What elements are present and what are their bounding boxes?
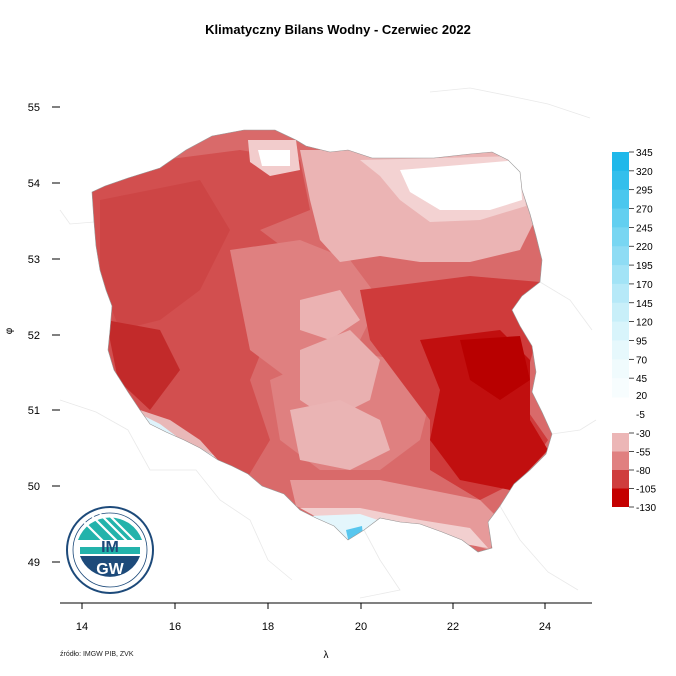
legend-label-neutral: -5 [636,410,645,421]
y-tick-label: 49 [28,557,40,569]
legend-negative-scale: -30 -55 -80 -105 -130 [612,429,656,514]
y-tick-label: 53 [28,254,40,266]
legend-swatch [612,340,629,360]
legend-label: 195 [636,261,653,272]
legend-swatch [612,433,629,452]
x-tick-label: 14 [76,621,88,633]
map-title: Klimatyczny Bilans Wodny - Czerwiec 2022 [205,22,471,37]
legend-label: -55 [636,448,651,459]
x-tick-label: 16 [169,621,181,633]
legend-swatch [612,189,629,210]
legend-label: 70 [636,355,648,366]
legend-swatch [612,227,629,247]
y-axis [52,106,60,563]
legend-swatch [612,321,629,341]
legend-label: 295 [636,186,653,197]
legend-label: 320 [636,167,653,178]
legend-swatch [612,359,629,379]
imgw-logo: IM GW [66,506,154,594]
source-note: źródło: IMGW PIB, ZVK [60,651,134,658]
legend-swatch [612,283,629,304]
legend-label: -80 [636,466,651,477]
legend-label: -130 [636,503,656,514]
legend-label: 120 [636,318,653,329]
x-tick-label: 24 [539,621,551,633]
y-tick-label: 52 [28,330,40,342]
legend-label: 45 [636,374,648,385]
x-tick-label: 18 [262,621,274,633]
legend-swatch [612,488,629,507]
y-axis-title: φ [4,327,15,334]
legend-swatch [612,246,629,266]
svg-text:IM: IM [101,539,119,556]
x-tick-labels: 14 16 18 20 22 24 [76,621,551,633]
legend-positive-scale: 345 320 295 270 245 220 195 170 145 120 95 70 45 [612,148,653,398]
legend-label: 95 [636,336,648,347]
legend-swatch [612,302,629,323]
legend-label: 245 [636,223,653,234]
y-tick-labels: 55 54 53 52 51 50 49 [28,102,40,569]
x-tick-label: 20 [355,621,367,633]
legend-label: -105 [636,485,656,496]
legend-label: 145 [636,299,653,310]
legend-swatch [612,208,629,228]
y-tick-label: 54 [28,178,40,190]
legend-swatch [612,470,629,489]
legend-label: 270 [636,205,653,216]
legend-swatch [612,170,629,191]
legend-label: 220 [636,242,653,253]
legend-label: 170 [636,280,653,291]
legend-label: 345 [636,148,653,159]
y-tick-label: 50 [28,481,40,493]
y-tick-label: 51 [28,405,40,417]
poland-map [92,130,552,552]
x-tick-label: 22 [447,621,459,633]
x-axis-title: λ [324,650,329,661]
svg-text:GW: GW [96,561,124,578]
neighbour-borders [59,87,597,599]
legend-label-zero: 20 [636,391,648,402]
y-tick-label: 55 [28,102,40,114]
legend-swatch [612,265,629,285]
legend-swatch [612,378,629,398]
x-axis [60,602,592,609]
legend-label: -30 [636,429,651,440]
legend-swatch [612,451,629,470]
legend-swatch [612,152,629,172]
